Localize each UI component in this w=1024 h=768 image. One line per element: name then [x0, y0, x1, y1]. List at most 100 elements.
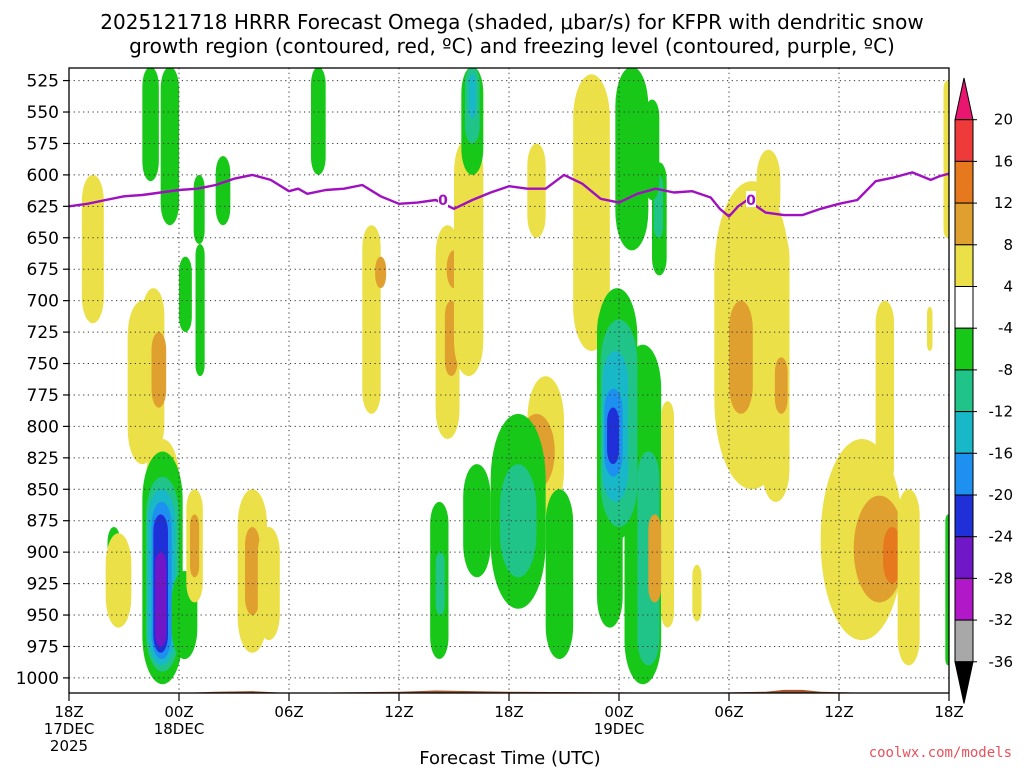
colorbar-bin-12 [954, 577, 974, 621]
freezing-label-bg-1 [746, 191, 756, 208]
omega-region-62 [762, 225, 790, 502]
y-tick-label: 800 [27, 417, 59, 437]
omega-region-56 [644, 99, 660, 201]
x-tick-label: 12Z [824, 703, 853, 721]
y-tick-label: 600 [27, 166, 59, 186]
colorbar-label: -16 [989, 444, 1014, 462]
omega-region-44 [435, 552, 445, 616]
y-tick-label: 525 [27, 72, 59, 92]
omega-region-67 [883, 527, 902, 584]
omega-region-25 [311, 68, 326, 175]
omega-region-23 [245, 527, 260, 616]
x-tick-label: 18Z [934, 703, 963, 721]
omega-region-71 [943, 80, 949, 238]
y-tick-label: 650 [27, 229, 59, 249]
omega-region-53 [615, 68, 649, 251]
y-tick-label: 825 [27, 449, 59, 469]
colorbar-label: 8 [1003, 236, 1013, 254]
y-axis: 525 550 575 600 625 650 675 700 725 750 775 800 825 8… [16, 72, 69, 689]
colorbar-label: 20 [994, 111, 1013, 129]
colorbar-bin-14 [954, 661, 974, 704]
grid-lines [69, 68, 949, 693]
omega-region-68 [875, 300, 894, 490]
colorbar-bin-1 [954, 119, 974, 162]
x-tick-label: 18Z [54, 703, 83, 721]
colorbar-label: -32 [989, 611, 1014, 629]
x-tick-label: 18DEC [154, 720, 205, 738]
omega-region-58 [648, 514, 662, 603]
x-axis-label: Forecast Time (UTC) [419, 748, 600, 768]
colorbar: 20 16 12 8 4 -4 -8 -12 -16 -20 -24 -28 -32 -36 [954, 77, 1014, 704]
colorbar-bin-7 [954, 369, 974, 413]
colorbar-label: -12 [989, 403, 1014, 421]
freezing-label-bg-0 [438, 191, 448, 208]
x-tick-label: 00Z [164, 703, 193, 721]
chart-title-line2: growth region (contoured, red, ºC) and f… [129, 34, 895, 58]
colorbar-bin-10 [954, 494, 974, 538]
colorbar-bin-5 [954, 286, 974, 329]
y-tick-label: 850 [27, 480, 59, 500]
omega-region-20 [195, 244, 205, 377]
colorbar-bin-0 [954, 77, 974, 121]
omega-region-24 [257, 527, 280, 641]
omega-shading-layer [81, 68, 949, 685]
omega-region-16 [179, 256, 192, 333]
y-tick-label: 775 [27, 386, 59, 406]
y-tick-label: 725 [27, 323, 59, 343]
x-tick-label: 17DEC [44, 720, 95, 738]
y-tick-label: 900 [27, 543, 59, 563]
omega-region-70 [927, 306, 933, 351]
omega-region-38 [499, 464, 537, 578]
y-tick-label: 675 [27, 260, 59, 280]
omega-region-31 [454, 137, 484, 377]
omega-region-21 [215, 156, 231, 226]
y-tick-label: 575 [27, 134, 59, 154]
omega-region-3 [142, 68, 159, 182]
omega-region-72 [945, 514, 949, 666]
colorbar-label: -20 [989, 486, 1014, 504]
omega-region-63 [774, 357, 788, 414]
x-tick-label: 06Z [274, 703, 303, 721]
omega-region-39 [545, 489, 574, 660]
colorbar-bin-11 [954, 536, 974, 579]
colorbar-label: -28 [989, 569, 1014, 587]
omega-region-61 [729, 300, 753, 414]
y-tick-label: 925 [27, 575, 59, 595]
omega-region-2 [105, 533, 132, 628]
omega-region-0 [81, 174, 104, 324]
x-tick-label: 19DEC [594, 720, 645, 738]
colorbar-label: 4 [1003, 278, 1013, 296]
omega-region-13 [155, 552, 167, 647]
credit-text: coolwx.com/models [869, 745, 1012, 761]
colorbar-label: -8 [998, 361, 1013, 379]
colorbar-bin-2 [954, 160, 974, 204]
y-tick-label: 750 [27, 355, 59, 375]
freezing-level-line [69, 171, 949, 218]
y-tick-label: 975 [27, 637, 59, 657]
freezing-level-label: 0 [438, 193, 448, 209]
omega-region-59 [692, 564, 702, 622]
omega-region-32 [527, 143, 546, 238]
colorbar-bin-4 [954, 244, 974, 288]
y-tick-label: 1000 [16, 669, 59, 689]
chart-title-line1: 2025121718 HRRR Forecast Omega (shaded, … [100, 10, 923, 34]
y-tick-label: 625 [27, 197, 59, 217]
colorbar-label: 16 [994, 152, 1013, 170]
omega-region-15 [160, 68, 179, 226]
colorbar-bin-8 [954, 411, 974, 454]
omega-region-6 [151, 332, 167, 408]
x-tick-label: 06Z [714, 703, 743, 721]
y-tick-label: 875 [27, 512, 59, 532]
omega-region-51 [607, 407, 619, 465]
omega-region-19 [193, 174, 205, 245]
y-tick-label: 700 [27, 292, 59, 312]
omega-region-26 [362, 225, 381, 414]
colorbar-label: -24 [989, 528, 1014, 546]
omega-region-36 [463, 464, 491, 578]
colorbar-bin-6 [954, 327, 974, 371]
colorbar-label: 12 [994, 194, 1013, 212]
omega-region-27 [375, 256, 387, 289]
colorbar-bin-3 [954, 202, 974, 246]
